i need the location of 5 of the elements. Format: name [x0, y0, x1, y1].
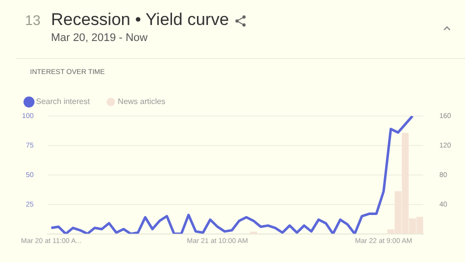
legend-label: Search interest: [36, 97, 91, 106]
text: 13: [25, 12, 41, 28]
chart-subtitle: Mar 20, 2019 - Now: [51, 32, 148, 44]
chart-title: Recession • Yield curve: [51, 10, 229, 30]
legend-label: News articles: [118, 97, 166, 106]
